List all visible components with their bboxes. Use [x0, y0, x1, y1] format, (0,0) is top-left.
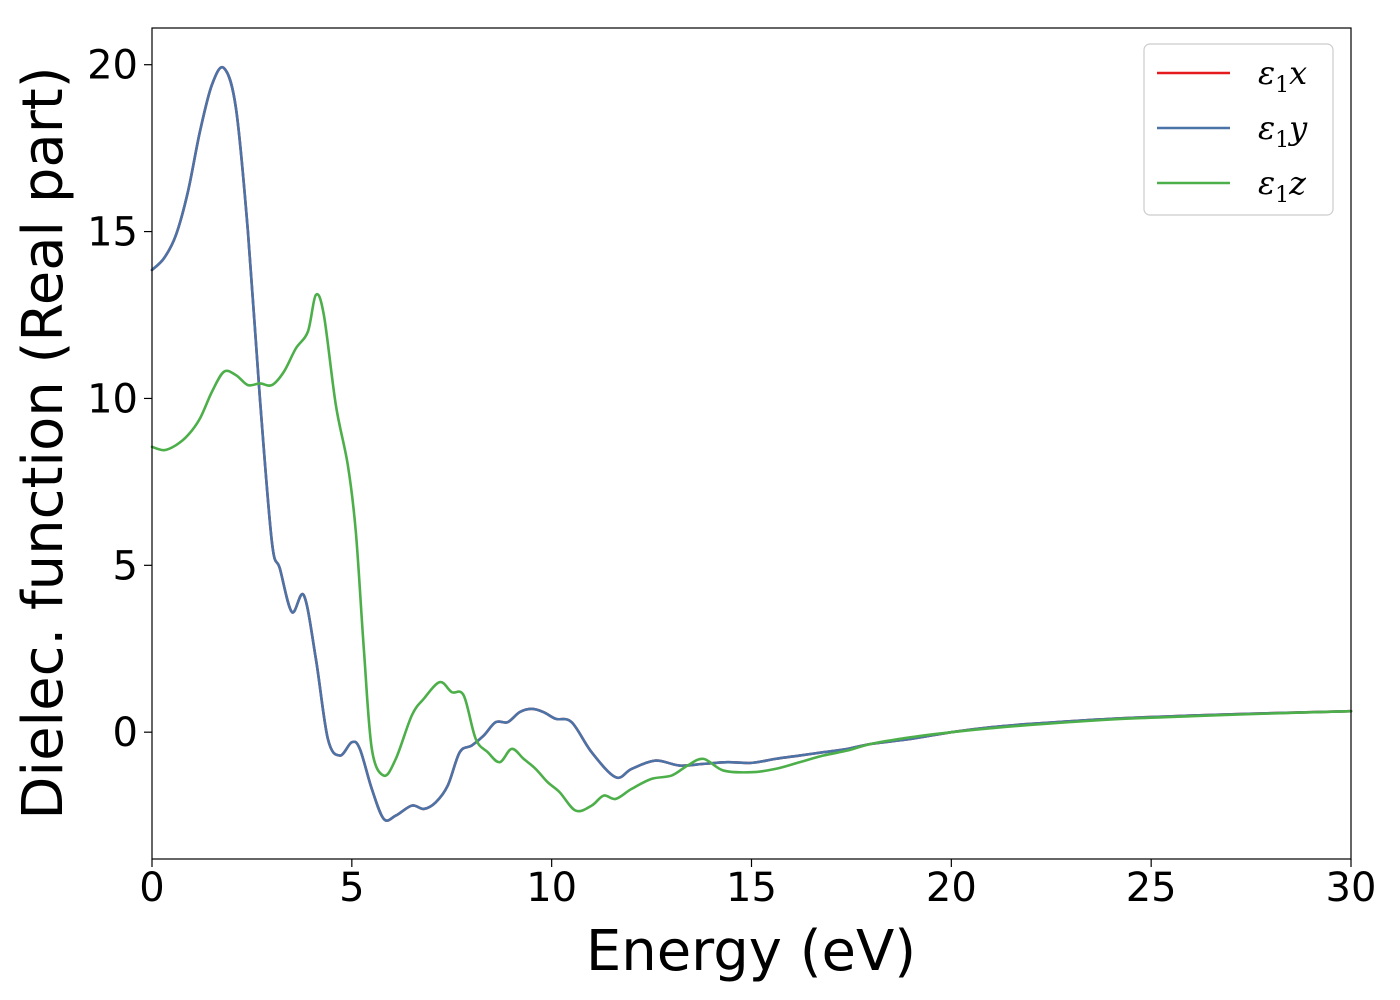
series-line-z: [150, 292, 1353, 813]
y-axis-title: Dielec. function (Real part): [11, 66, 76, 819]
y-tick-label: 10: [87, 376, 138, 422]
x-tick-label: 20: [926, 865, 977, 911]
x-tick-label: 30: [1326, 865, 1377, 911]
x-tick-label: 10: [526, 865, 577, 911]
legend: ε1x ε1y ε1z: [1143, 43, 1334, 216]
x-tick-label: 15: [726, 865, 777, 911]
series-layer: [150, 65, 1353, 822]
x-axis-title: Energy (eV): [586, 919, 916, 984]
y-axis-ticks: 0 5 10 15 20: [87, 43, 152, 756]
y-tick-label: 20: [87, 43, 138, 89]
legend-label-x: ε1x: [1258, 54, 1307, 98]
y-tick-label: 5: [113, 543, 138, 589]
y-tick-label: 15: [87, 210, 138, 256]
x-tick-label: 0: [139, 865, 164, 911]
x-tick-label: 5: [339, 865, 364, 911]
y-tick-label: 0: [113, 710, 138, 756]
legend-entries: ε1x ε1y ε1z: [1157, 54, 1308, 208]
legend-label-y: ε1y: [1258, 109, 1308, 153]
x-tick-label: 25: [1126, 865, 1177, 911]
legend-label-z: ε1z: [1258, 164, 1307, 208]
x-axis-ticks: 0 5 10 15 20 25 30: [139, 859, 1376, 911]
legend-frame: [1143, 43, 1334, 216]
